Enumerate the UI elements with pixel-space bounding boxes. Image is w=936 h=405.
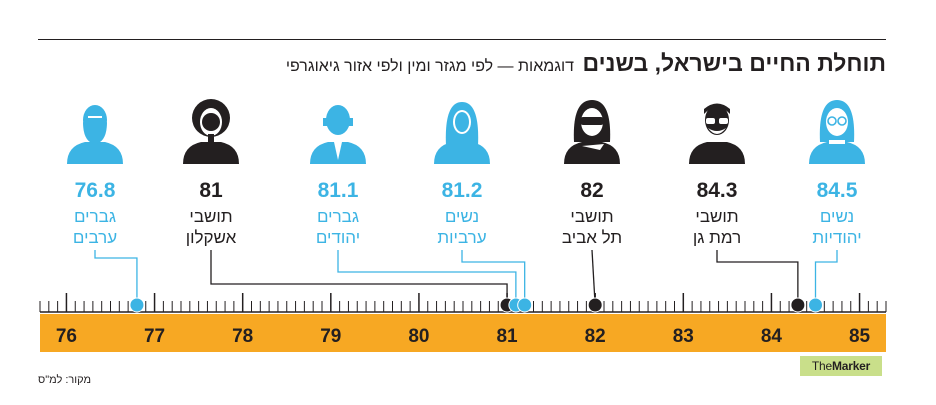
icon-head bbox=[326, 105, 350, 135]
connector-line bbox=[94, 250, 138, 306]
icon-brow bbox=[88, 116, 102, 118]
icon-torso bbox=[809, 142, 865, 164]
brand-prefix: The bbox=[811, 359, 832, 373]
icon-ear-right bbox=[349, 118, 353, 126]
category-label-line1: נשים bbox=[445, 207, 479, 226]
category-label-line1: תושבי bbox=[189, 207, 232, 226]
value-label: 84.3 bbox=[697, 179, 738, 202]
brand-logo: TheMarker bbox=[800, 356, 882, 376]
icon-face bbox=[455, 112, 469, 132]
glasses-man-icon bbox=[689, 103, 745, 164]
icon-face bbox=[826, 108, 848, 136]
icon-scarf bbox=[582, 144, 604, 150]
data-point bbox=[129, 297, 145, 313]
category-label-line1: תושבי bbox=[570, 207, 613, 226]
icon-torso bbox=[689, 142, 745, 164]
connector-line bbox=[716, 250, 799, 306]
x-tick-label: 77 bbox=[144, 326, 165, 347]
icon-torso bbox=[183, 142, 239, 164]
curly-hair-woman-icon bbox=[183, 99, 239, 164]
category-label-line1: גברים bbox=[317, 207, 359, 226]
icon-head bbox=[83, 105, 107, 135]
x-tick-label: 82 bbox=[585, 326, 606, 347]
value-label: 81.2 bbox=[442, 179, 483, 202]
category-label-line2: יהודים bbox=[316, 228, 360, 247]
x-tick-label: 81 bbox=[496, 326, 518, 347]
jewish-man-suit-icon bbox=[310, 105, 366, 164]
category-label-line2: ערבים bbox=[73, 228, 117, 247]
icon-lens-right bbox=[719, 118, 728, 124]
icon-sunglasses bbox=[580, 117, 604, 125]
connector-line bbox=[461, 250, 526, 306]
x-tick-label: 78 bbox=[232, 326, 253, 347]
axis-band bbox=[40, 314, 886, 352]
value-label: 81 bbox=[199, 179, 223, 202]
x-tick-label: 85 bbox=[849, 326, 871, 347]
jewish-woman-glasses-icon bbox=[809, 100, 865, 164]
icon-hair bbox=[704, 103, 730, 114]
icon-shirt bbox=[334, 142, 342, 160]
brand-name: Marker bbox=[831, 359, 871, 373]
arab-woman-icon bbox=[434, 102, 490, 164]
data-point bbox=[517, 297, 533, 313]
data-point bbox=[790, 297, 806, 313]
x-tick-label: 76 bbox=[56, 326, 77, 347]
icon-head bbox=[705, 105, 729, 135]
top-rule bbox=[38, 39, 886, 40]
category-label-line2: רמת גן bbox=[693, 228, 741, 247]
category-label-line1: גברים bbox=[74, 207, 116, 226]
value-label: 84.5 bbox=[817, 179, 858, 202]
data-point bbox=[808, 297, 823, 313]
icon-ear-left bbox=[323, 118, 327, 126]
chart-subtitle: דוגמאות — לפי מגזר ומין ולפי אזור גיאוגר… bbox=[285, 58, 575, 75]
chart-title: תוחלת החיים בישראל, בשנים bbox=[582, 50, 886, 76]
connector-line bbox=[591, 249, 596, 307]
data-point bbox=[587, 297, 603, 313]
category-label-line2: ערביות bbox=[437, 228, 486, 247]
connector-line bbox=[210, 250, 508, 306]
icon-neck bbox=[208, 134, 214, 143]
icon-beard bbox=[83, 122, 107, 144]
icon-lens-left bbox=[706, 118, 715, 124]
icon-lens-left bbox=[827, 116, 837, 126]
value-label: 82 bbox=[580, 179, 603, 202]
icon-torso bbox=[564, 142, 620, 164]
x-tick-label: 83 bbox=[673, 326, 694, 347]
icon-torso bbox=[67, 142, 123, 164]
source-note: מקור: למ"ס bbox=[38, 374, 92, 386]
icon-torso bbox=[434, 142, 490, 164]
value-label: 76.8 bbox=[75, 179, 116, 202]
connector-line bbox=[814, 250, 838, 306]
icon-face-shade bbox=[202, 113, 220, 131]
icon-beard-outline bbox=[708, 128, 726, 134]
category-label-line2: תל אביב bbox=[562, 228, 622, 247]
arab-man-bearded-icon bbox=[67, 105, 123, 164]
x-tick-label: 84 bbox=[761, 326, 783, 347]
category-label-line2: יהודיות bbox=[812, 228, 861, 247]
chart-header: תוחלת החיים בישראל, בשנים דוגמאות — לפי … bbox=[286, 50, 886, 77]
value-label: 81.1 bbox=[318, 179, 359, 202]
sunglasses-woman-icon bbox=[564, 100, 620, 164]
x-tick-label: 79 bbox=[320, 326, 341, 347]
icon-lens-right bbox=[837, 116, 847, 126]
x-tick-label: 80 bbox=[408, 326, 429, 347]
category-label-line1: תושבי bbox=[695, 207, 738, 226]
connector-line bbox=[337, 250, 517, 306]
category-label-line1: נשים bbox=[820, 207, 854, 226]
icon-collar bbox=[829, 140, 845, 144]
category-label-line2: אשקלון bbox=[186, 228, 237, 247]
